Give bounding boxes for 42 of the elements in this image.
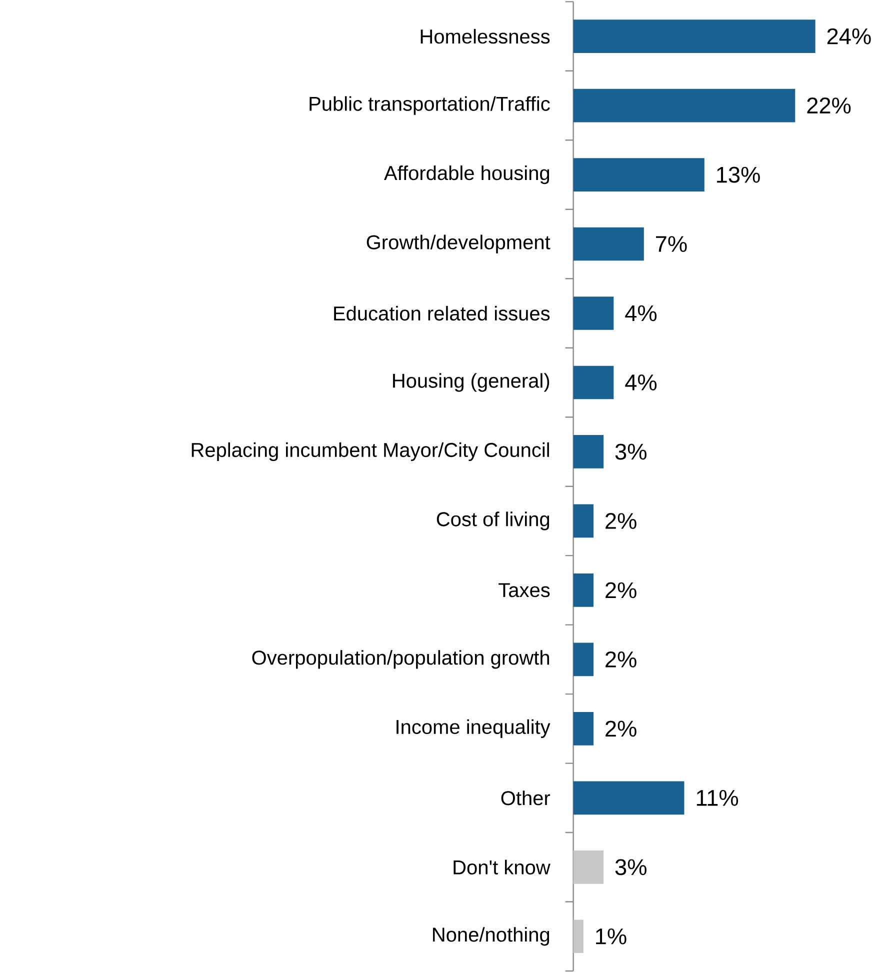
data-label: 2% [606,512,636,529]
data-label: 13% [717,166,760,183]
data-label: 11% [696,790,738,806]
y-tick-label: Other [501,790,550,806]
bar [573,574,594,607]
data-label: 1% [596,928,626,944]
y-tick-label: None/nothing [433,927,550,946]
y-tick-label: Taxes [498,583,550,598]
bar [573,712,594,746]
bar [573,296,614,330]
data-label: 2% [606,651,636,668]
y-tick-label: Education related issues [334,306,550,321]
data-label: 4% [625,305,657,322]
data-label: 3% [615,859,646,876]
bar [573,850,604,884]
bar [573,88,796,122]
data-label: 3% [615,444,646,460]
data-label: 24% [827,28,871,44]
data-label: 2% [606,720,636,737]
bar [573,227,644,261]
bar [573,435,604,468]
y-tick-label: Replacing incumbent Mayor/City Council [192,442,549,462]
bar [573,366,614,400]
bar [573,642,594,676]
y-tick-label: Income inequality [396,719,550,738]
y-tick-label: Affordable housing [384,165,550,184]
data-label: 22% [807,98,851,114]
bar [573,920,584,954]
y-tick-label: Housing (general) [393,373,550,392]
y-tick-label: Growth/development [366,234,550,254]
bar [573,504,594,538]
bar [573,781,684,815]
bar [573,20,816,53]
data-label: 2% [606,582,636,598]
y-tick-label: Cost of living [436,512,550,530]
y-tick-label: Overpopulation/population growth [252,650,550,669]
bar [573,158,704,192]
y-tick-label: Homelessness [420,28,550,44]
data-label: 7% [656,236,687,252]
y-tick-label: Public transportation/Traffic [310,96,550,115]
data-label: 4% [625,374,657,390]
y-tick-label: Don't know [454,860,550,874]
